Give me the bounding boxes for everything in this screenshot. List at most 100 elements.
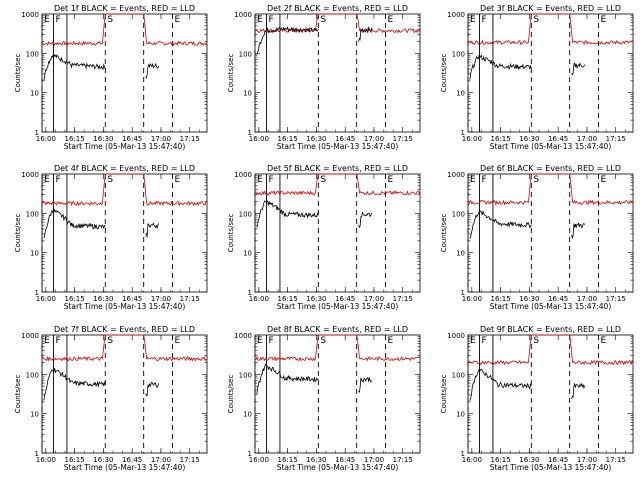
y-axis-label: Counts/sec: [227, 214, 235, 253]
events-series: [256, 26, 319, 55]
marker-label: E: [387, 336, 393, 346]
marker-label: S: [320, 175, 326, 185]
marker-label: E: [174, 15, 180, 25]
y-tick-label: 1: [35, 289, 39, 297]
y-tick-label: 10: [456, 250, 465, 258]
marker-label: S: [107, 175, 113, 185]
x-tick-label: 16:15: [491, 456, 511, 464]
x-tick-label: 16:30: [519, 135, 539, 143]
y-tick-label: 100: [239, 210, 252, 218]
y-tick-label: 1: [248, 129, 252, 137]
lld-series: [41, 173, 208, 207]
x-tick-label: 16:00: [249, 135, 269, 143]
x-axis-label: Start Time (05-Mar-13 15:47:40): [490, 142, 612, 151]
x-tick-label: 16:30: [306, 295, 326, 303]
y-axis-label: Counts/sec: [440, 375, 448, 414]
y-tick-label: 1000: [234, 332, 252, 340]
x-tick-label: 16:00: [462, 456, 482, 464]
x-tick-label: 16:45: [548, 295, 568, 303]
y-tick-label: 1000: [234, 11, 252, 19]
x-tick-label: 17:00: [577, 135, 597, 143]
panel-title: Det 8f BLACK = Events, RED = LLD: [267, 325, 408, 334]
y-tick-label: 100: [452, 50, 465, 58]
y-axis-label: Counts/sec: [14, 214, 22, 253]
x-tick-label: 17:00: [364, 295, 384, 303]
x-tick-label: 17:15: [180, 456, 200, 464]
y-tick-label: 1000: [447, 332, 465, 340]
y-axis-label: Counts/sec: [440, 214, 448, 253]
lld-series: [467, 173, 634, 206]
y-axis-label: Counts/sec: [440, 54, 448, 93]
lld-series: [467, 334, 634, 366]
lld-series: [41, 334, 208, 362]
marker-label: E: [257, 15, 263, 25]
lld-series: [41, 13, 208, 47]
y-axis-label: Counts/sec: [14, 54, 22, 93]
y-axis-label: Counts/sec: [227, 54, 235, 93]
x-tick-label: 17:15: [393, 456, 413, 464]
x-tick-label: 17:00: [577, 456, 597, 464]
x-tick-label: 16:45: [335, 135, 355, 143]
marker-label: E: [470, 336, 476, 346]
panel-4: Det 4f BLACK = Events, RED = LLD 1 10 100 10…: [14, 164, 208, 311]
x-tick-label: 17:00: [577, 295, 597, 303]
y-tick-label: 1: [35, 450, 39, 458]
x-tick-label: 17:00: [151, 135, 171, 143]
y-tick-label: 10: [30, 411, 39, 419]
y-tick-label: 1: [461, 129, 465, 137]
y-tick-label: 1000: [234, 171, 252, 179]
y-tick-label: 1000: [21, 11, 39, 19]
y-tick-label: 1: [461, 289, 465, 297]
x-tick-label: 16:45: [122, 456, 142, 464]
marker-label: E: [44, 175, 50, 185]
x-axis-label: Start Time (05-Mar-13 15:47:40): [277, 142, 399, 151]
events-series: [43, 53, 106, 81]
marker-label: S: [320, 15, 326, 25]
x-tick-label: 16:45: [335, 456, 355, 464]
y-tick-label: 100: [26, 50, 39, 58]
marker-label: E: [470, 15, 476, 25]
panel-6: Det 6f BLACK = Events, RED = LLD 1 10 100 10…: [440, 164, 634, 311]
y-tick-label: 100: [239, 50, 252, 58]
panel-title: Det 2f BLACK = Events, RED = LLD: [267, 4, 408, 13]
x-tick-label: 17:00: [364, 456, 384, 464]
x-tick-label: 16:15: [491, 135, 511, 143]
x-tick-label: 16:15: [278, 456, 298, 464]
x-tick-label: 16:00: [462, 135, 482, 143]
x-axis-label: Start Time (05-Mar-13 15:47:40): [490, 302, 612, 311]
x-tick-label: 16:15: [491, 295, 511, 303]
marker-label: F: [269, 336, 274, 346]
events-series: [358, 376, 373, 394]
x-tick-label: 16:00: [249, 295, 269, 303]
y-tick-label: 1: [461, 450, 465, 458]
x-tick-label: 16:15: [65, 456, 85, 464]
panel-title: Det 7f BLACK = Events, RED = LLD: [54, 325, 195, 334]
x-tick-label: 16:45: [335, 295, 355, 303]
x-axis-label: Start Time (05-Mar-13 15:47:40): [64, 142, 186, 151]
x-tick-label: 16:45: [548, 456, 568, 464]
x-tick-label: 16:30: [93, 135, 113, 143]
events-series: [145, 62, 160, 79]
marker-label: F: [482, 15, 487, 25]
marker-label: F: [56, 175, 61, 185]
x-tick-label: 17:15: [393, 295, 413, 303]
events-series: [571, 62, 586, 76]
x-tick-label: 16:30: [306, 135, 326, 143]
x-tick-label: 17:00: [151, 456, 171, 464]
marker-label: E: [257, 336, 263, 346]
x-tick-label: 16:30: [93, 295, 113, 303]
y-tick-label: 10: [456, 411, 465, 419]
panel-7: Det 7f BLACK = Events, RED = LLD 1 10 100 10…: [14, 325, 208, 472]
events-series: [469, 54, 532, 80]
panel-9: Det 9f BLACK = Events, RED = LLD 1 10 100 10…: [440, 325, 634, 472]
lld-series: [254, 334, 420, 362]
x-tick-label: 17:15: [606, 135, 626, 143]
x-axis-label: Start Time (05-Mar-13 15:47:40): [490, 463, 612, 472]
marker-label: F: [56, 336, 61, 346]
x-tick-label: 16:30: [93, 456, 113, 464]
marker-label: S: [533, 15, 539, 25]
marker-label: S: [107, 336, 113, 346]
panel-title: Det 9f BLACK = Events, RED = LLD: [480, 325, 621, 334]
panel-1: Det 1f BLACK = Events, RED = LLD 1 10 100 10…: [14, 4, 208, 151]
marker-label: S: [107, 15, 113, 25]
